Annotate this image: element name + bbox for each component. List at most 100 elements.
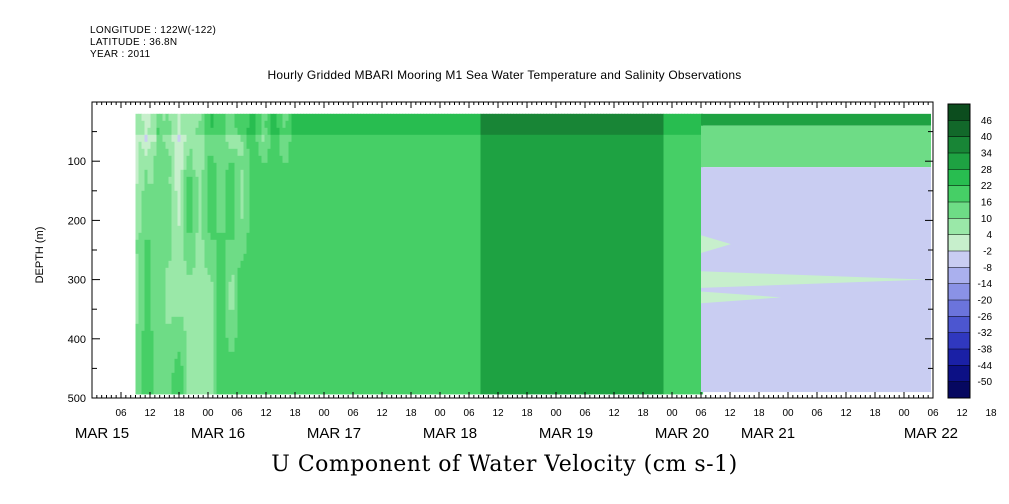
heatmap-cell [294,358,299,367]
heatmap-cell [435,351,440,360]
heatmap-cell [333,218,338,227]
heatmap-cell [435,372,440,381]
heatmap-cell [258,232,263,241]
heatmap-cell [225,246,230,255]
heatmap-cell [312,253,317,262]
heatmap-cell [273,232,278,241]
heatmap-cell [345,204,350,213]
heatmap-cell [135,316,140,325]
heatmap-cell [201,232,206,241]
heatmap-cell [192,232,197,241]
heatmap-cell [348,372,353,381]
heatmap-cell [423,162,428,171]
heatmap-cell [387,358,392,367]
heatmap-cell [456,141,461,150]
heatmap-cell [318,288,323,297]
heatmap-cell [252,246,257,255]
heatmap-cell [135,218,140,227]
heatmap-cell [393,260,398,269]
heatmap-cell [474,372,479,381]
heatmap-cell [399,120,404,129]
heatmap-cell [495,190,500,199]
heatmap-cell [318,365,323,374]
heatmap-cell [135,274,140,283]
heatmap-cell [315,379,320,388]
heatmap-cell [258,190,263,199]
heatmap-cell [375,134,380,143]
heatmap-cell [489,323,494,332]
heatmap-cell [276,148,281,157]
heatmap-cell [147,386,152,395]
heatmap-cell [219,302,224,311]
heatmap-cell [198,344,203,353]
heatmap-cell [417,225,422,234]
heatmap-cell [264,246,269,255]
heatmap-cell [273,197,278,206]
heatmap-cell [162,120,167,129]
heatmap-cell [285,386,290,395]
heatmap-cell [234,246,239,255]
heatmap-cell [159,148,164,157]
heatmap-cell [483,113,488,122]
heatmap-cell [447,330,452,339]
heatmap-cell [186,281,191,290]
heatmap-cell [420,155,425,164]
heatmap-cell [342,351,347,360]
heatmap-cell [468,155,473,164]
heatmap-cell [198,190,203,199]
heatmap-cell [504,246,509,255]
heatmap-cell [387,330,392,339]
heatmap-cell [432,120,437,129]
heatmap-cell [339,365,344,374]
heatmap-cell [396,379,401,388]
heatmap-cell [342,281,347,290]
heatmap-cell [438,134,443,143]
heatmap-cell [345,211,350,220]
heatmap-cell [381,218,386,227]
heatmap-cell [144,267,149,276]
heatmap-cell [420,330,425,339]
heatmap-cell [393,155,398,164]
heatmap-cell [327,379,332,388]
heatmap-cell [354,127,359,136]
heatmap-cell [300,260,305,269]
heatmap-cell [492,302,497,311]
heatmap-cell [219,330,224,339]
heatmap-cell [390,141,395,150]
heatmap-cell [306,372,311,381]
heatmap-cell [189,162,194,171]
heatmap-cell [318,330,323,339]
heatmap-cell [462,176,467,185]
heatmap-cell [213,225,218,234]
heatmap-cell [492,204,497,213]
heatmap-cell [228,113,233,122]
heatmap-cell [411,330,416,339]
heatmap-cell [150,225,155,234]
heatmap-cell [351,155,356,164]
heatmap-cell [441,190,446,199]
heatmap-cell [285,148,290,157]
heatmap-cell [279,218,284,227]
heatmap-cell [213,169,218,178]
heatmap-cell [465,127,470,136]
heatmap-cell [348,316,353,325]
heatmap-cell [465,323,470,332]
heatmap-cell [390,295,395,304]
heatmap-cell [180,386,185,395]
heatmap-cell [486,190,491,199]
heatmap-cell [189,113,194,122]
heatmap-cell [447,211,452,220]
heatmap-cell [483,141,488,150]
heatmap-cell [363,330,368,339]
heatmap-cell [360,176,365,185]
heatmap-cell [216,302,221,311]
heatmap-cell [270,253,275,262]
heatmap-cell [231,372,236,381]
heatmap-cell [309,232,314,241]
heatmap-cell [375,288,380,297]
heatmap-cell [168,204,173,213]
heatmap-cell [225,330,230,339]
heatmap-cell [315,274,320,283]
heatmap-cell [213,330,218,339]
heatmap-cell [387,162,392,171]
